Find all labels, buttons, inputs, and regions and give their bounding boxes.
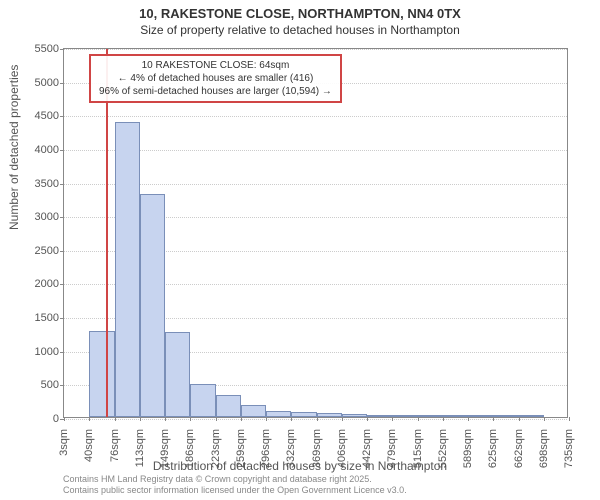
histogram-bar [443, 415, 468, 417]
histogram-bar [468, 415, 493, 417]
annotation-box: 10 RAKESTONE CLOSE: 64sqm← 4% of detache… [89, 54, 342, 103]
y-tick-label: 5500 [35, 43, 59, 55]
page-title: 10, RAKESTONE CLOSE, NORTHAMPTON, NN4 0T… [0, 6, 600, 21]
histogram-bar [89, 331, 114, 417]
x-tick-mark [190, 417, 191, 421]
x-tick-mark [165, 417, 166, 421]
histogram-bar [493, 415, 518, 417]
marker-line [106, 49, 108, 417]
y-tick-label: 5000 [35, 77, 59, 89]
histogram-bar [342, 414, 367, 417]
x-tick-mark [64, 417, 65, 421]
x-tick-mark [115, 417, 116, 421]
x-tick-mark [266, 417, 267, 421]
x-tick-mark [468, 417, 469, 421]
footer-line-2: Contains public sector information licen… [63, 485, 407, 496]
x-tick-mark [544, 417, 545, 421]
x-tick-mark [317, 417, 318, 421]
y-tick-label: 500 [41, 379, 59, 391]
gridline [64, 116, 567, 117]
annotation-line: 10 RAKESTONE CLOSE: 64sqm [99, 59, 332, 72]
y-tick-mark [60, 251, 64, 252]
x-tick-mark [367, 417, 368, 421]
annotation-line: ← 4% of detached houses are smaller (416… [99, 72, 332, 85]
x-tick-mark [443, 417, 444, 421]
footer-note: Contains HM Land Registry data © Crown c… [63, 474, 407, 496]
histogram-bar [392, 415, 417, 417]
histogram-bar [216, 395, 241, 417]
histogram-bar [140, 194, 165, 417]
x-tick-mark [241, 417, 242, 421]
x-tick-mark [342, 417, 343, 421]
histogram-bar [317, 413, 342, 417]
page-subtitle: Size of property relative to detached ho… [0, 23, 600, 37]
histogram-bar [519, 415, 544, 417]
footer-line-1: Contains HM Land Registry data © Crown c… [63, 474, 407, 485]
histogram-bar [165, 332, 190, 417]
x-tick-mark [140, 417, 141, 421]
y-tick-label: 1500 [35, 312, 59, 324]
histogram-bar [367, 415, 392, 417]
y-tick-mark [60, 352, 64, 353]
y-tick-mark [60, 83, 64, 84]
y-tick-mark [60, 217, 64, 218]
y-tick-mark [60, 284, 64, 285]
x-tick-mark [291, 417, 292, 421]
x-tick-mark [519, 417, 520, 421]
y-axis-label: Number of detached properties [7, 65, 21, 230]
x-tick-mark [216, 417, 217, 421]
histogram-bar [266, 411, 291, 417]
x-axis-label: Distribution of detached houses by size … [0, 459, 600, 473]
plot-area: 0500100015002000250030003500400045005000… [63, 48, 568, 418]
y-tick-mark [60, 116, 64, 117]
x-tick-mark [418, 417, 419, 421]
histogram-bar [190, 384, 215, 417]
x-tick-mark [89, 417, 90, 421]
x-tick-mark [392, 417, 393, 421]
histogram-bar [418, 415, 443, 417]
y-tick-label: 2500 [35, 245, 59, 257]
y-tick-label: 0 [53, 413, 59, 425]
y-tick-label: 4000 [35, 144, 59, 156]
x-tick-mark [569, 417, 570, 421]
x-tick-mark [493, 417, 494, 421]
y-tick-mark [60, 385, 64, 386]
y-tick-mark [60, 318, 64, 319]
gridline [64, 49, 567, 50]
annotation-line: 96% of semi-detached houses are larger (… [99, 85, 332, 98]
histogram-bar [115, 122, 140, 417]
y-tick-label: 3000 [35, 211, 59, 223]
y-tick-label: 2000 [35, 278, 59, 290]
y-tick-label: 1000 [35, 346, 59, 358]
y-tick-label: 3500 [35, 178, 59, 190]
y-tick-label: 4500 [35, 110, 59, 122]
y-tick-mark [60, 184, 64, 185]
histogram-bar [241, 405, 266, 417]
y-tick-mark [60, 150, 64, 151]
y-tick-mark [60, 49, 64, 50]
histogram-bar [291, 412, 316, 417]
